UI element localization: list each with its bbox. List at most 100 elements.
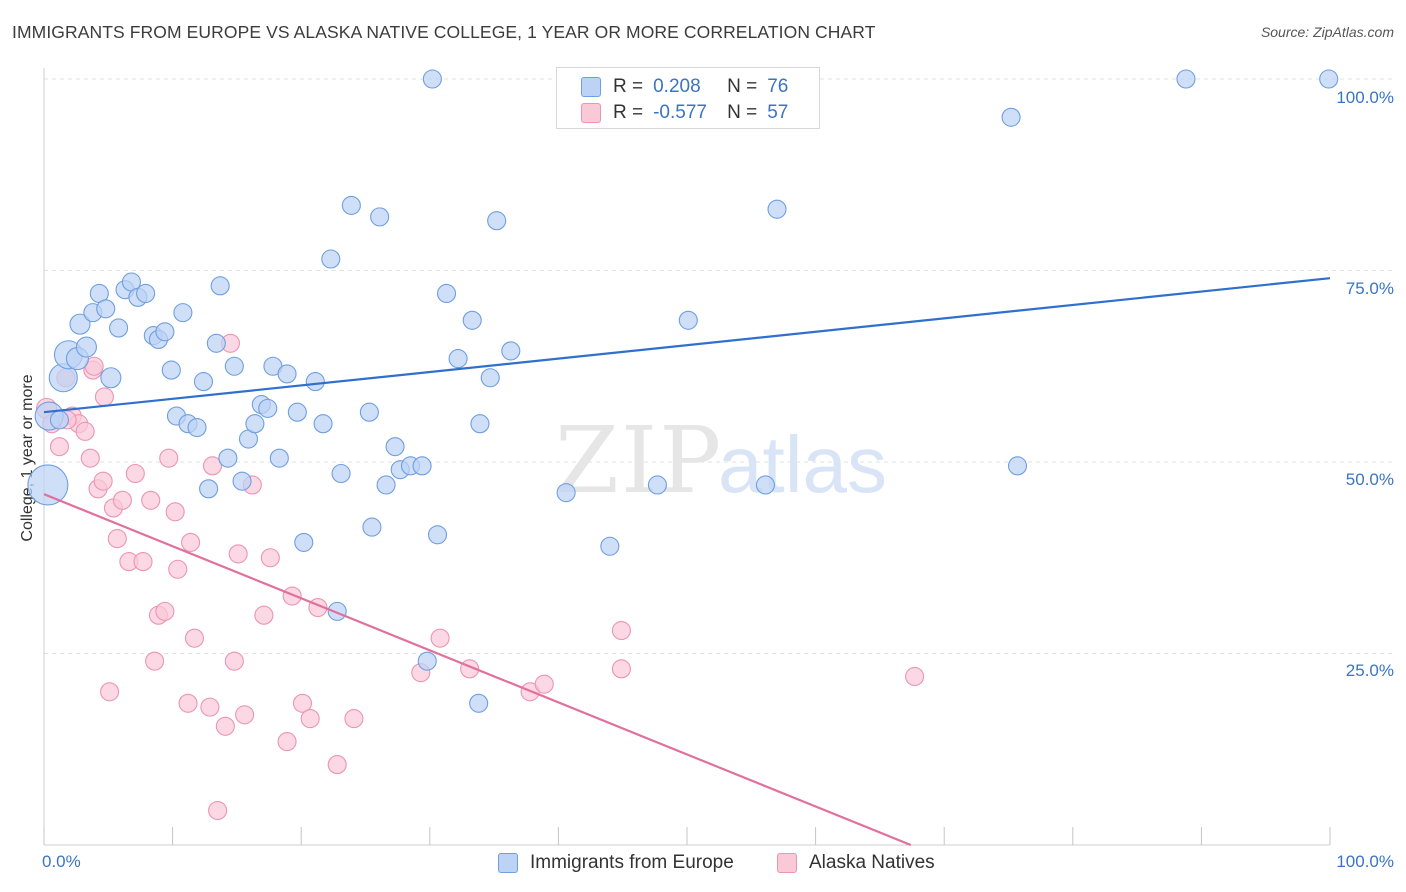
alaska-point [277,732,297,752]
europe-legend-label: Immigrants from Europe [530,852,734,873]
y-tick-100: 100.0% [1336,88,1394,107]
alaska-natives-points [36,333,925,821]
europe-point [173,303,193,323]
europe-point [385,437,405,457]
europe-point [422,69,442,89]
europe-point [487,211,507,231]
alaska-r-value: -0.577 [653,102,707,123]
alaska-point [202,456,223,476]
alaska-point [75,421,95,441]
legend-row-europe: R = 0.208 N = 76 [581,75,788,99]
europe-point [193,372,214,392]
europe-point [206,333,226,353]
europe-point [417,651,437,671]
alaska-n-value: 57 [767,102,789,123]
europe-point [161,360,181,380]
alaska-point [534,674,554,694]
alaska-point [254,605,274,625]
alaska-point [94,387,114,407]
alaska-point [181,532,201,552]
alaska-point [145,651,165,671]
alaska-swatch [581,103,601,123]
europe-point [155,322,175,342]
europe-swatch [581,77,601,97]
europe-point [755,475,775,495]
europe-point [27,464,69,506]
stats-legend: R = 0.208 N = 76 R = -0.577 N = 57 [556,67,820,129]
alaska-point [228,544,248,564]
europe-point [245,414,265,434]
europe-point [469,693,489,713]
europe-point [294,532,314,552]
chart-title: IMMIGRANTS FROM EUROPE VS ALASKA NATIVE … [12,22,876,42]
alaska-point [168,559,188,579]
gridlines [44,78,1394,654]
europe-point [647,475,667,495]
europe-point [501,341,521,361]
alaska-point [292,693,313,713]
alaska-point [49,437,69,457]
europe-point [341,195,361,215]
x-tick-100: 100.0% [1336,852,1394,871]
europe-n-value: 76 [767,76,789,97]
alaska-legend-label: Alaska Natives [809,852,935,873]
alaska-point [327,755,347,775]
europe-point [210,276,230,296]
alaska-point [224,651,244,671]
europe-legend-swatch [498,853,518,873]
r-label: R = [613,102,644,123]
europe-point [258,398,278,418]
europe-point [277,364,297,384]
alaska-point [133,552,153,572]
axes [43,68,1331,846]
europe-point [1007,456,1028,476]
europe-point [556,483,576,503]
europe-point [470,414,490,434]
alaska-point [107,529,127,549]
europe-point [224,356,244,376]
immigrants-europe-points [27,69,1339,713]
europe-point [1319,69,1339,89]
y-tick-50: 50.0% [1345,470,1394,489]
n-label: N = [727,76,758,97]
alaska-point [344,709,364,729]
europe-point [362,517,382,537]
alaska-point [159,448,179,468]
europe-point [436,283,457,304]
europe-point [187,417,207,438]
europe-point [313,414,333,434]
alaska-point [141,490,161,510]
europe-point [100,367,122,389]
alaska-trend-line [43,493,912,847]
europe-point [49,410,69,430]
watermark-zip: ZIP [555,407,723,514]
europe-point [287,402,307,422]
alaska-point [93,471,113,491]
alaska-point [208,800,228,821]
r-label: R = [613,76,644,97]
europe-point [327,601,347,621]
chart-source: Source: ZipAtlas.com [1260,24,1394,40]
europe-point [232,471,252,491]
alaska-point [905,666,925,687]
europe-point [370,207,390,227]
europe-point [305,372,325,392]
europe-point [96,299,116,319]
alaska-point [260,548,280,568]
legend-item-alaska: Alaska Natives [777,852,935,874]
alaska-point [235,705,255,725]
europe-point [218,448,238,468]
europe-point [136,283,156,304]
alaska-point [178,693,198,713]
alaska-point [112,490,132,510]
alaska-point [215,716,235,736]
europe-point [600,536,620,556]
alaska-point [282,586,302,606]
europe-point [767,199,787,219]
europe-point [109,318,129,338]
alaska-point [165,502,185,522]
alaska-legend-swatch [777,853,797,873]
x-tick-0: 0.0% [42,852,81,871]
europe-trend-line [43,277,1331,414]
europe-point [359,402,379,422]
